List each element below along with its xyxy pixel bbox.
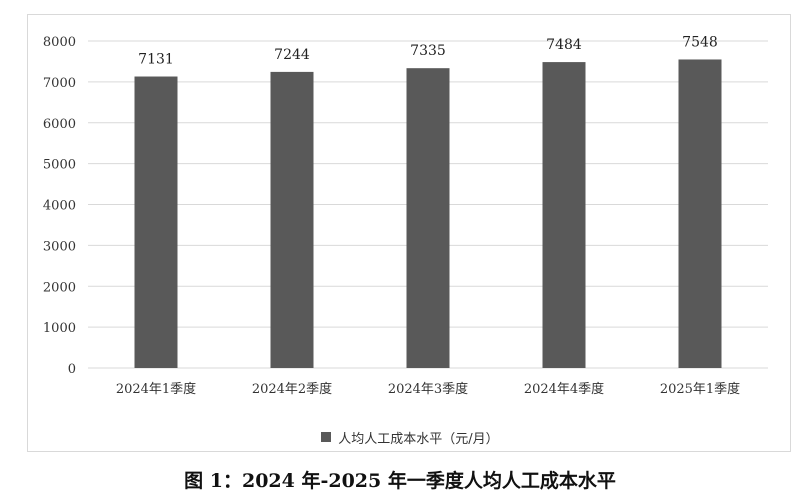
data-label: 7131 bbox=[138, 52, 174, 68]
data-label: 7335 bbox=[410, 43, 446, 59]
data-label: 7484 bbox=[546, 37, 582, 53]
x-tick-label: 2024年1季度 bbox=[116, 381, 196, 397]
bar bbox=[542, 62, 586, 369]
data-label: 7548 bbox=[682, 34, 718, 50]
y-tick-label: 2000 bbox=[43, 280, 76, 295]
bar bbox=[134, 76, 178, 368]
y-tick-label: 4000 bbox=[43, 199, 76, 214]
y-tick-label: 1000 bbox=[43, 321, 76, 336]
data-label: 7244 bbox=[274, 47, 310, 63]
chart-frame: 0 1000 2000 3000 4000 5000 6000 7000 8000 7131 202… bbox=[27, 14, 791, 452]
bar bbox=[406, 68, 450, 368]
x-tick-label: 2024年4季度 bbox=[524, 381, 604, 397]
x-tick-label: 2024年2季度 bbox=[252, 381, 332, 397]
y-tick-label: 3000 bbox=[43, 239, 76, 254]
bar bbox=[270, 71, 314, 369]
x-tick-label: 2024年3季度 bbox=[388, 381, 468, 397]
figure-caption: 图 1：2024 年-2025 年一季度人均人工成本水平 bbox=[184, 470, 616, 492]
x-tick-label: 2025年1季度 bbox=[660, 381, 740, 397]
legend-swatch bbox=[321, 432, 332, 442]
bar-chart: 0 1000 2000 3000 4000 5000 6000 7000 8000 7131 202… bbox=[43, 34, 768, 397]
y-tick-label: 6000 bbox=[43, 117, 76, 132]
y-tick-label: 0 bbox=[68, 362, 76, 377]
y-tick-label: 5000 bbox=[43, 158, 76, 173]
y-tick-label: 8000 bbox=[43, 35, 76, 50]
legend: 人均人工成本水平（元/月） bbox=[28, 427, 792, 447]
y-tick-label: 7000 bbox=[43, 76, 76, 91]
legend-label: 人均人工成本水平（元/月） bbox=[338, 431, 499, 447]
bar bbox=[678, 59, 722, 369]
